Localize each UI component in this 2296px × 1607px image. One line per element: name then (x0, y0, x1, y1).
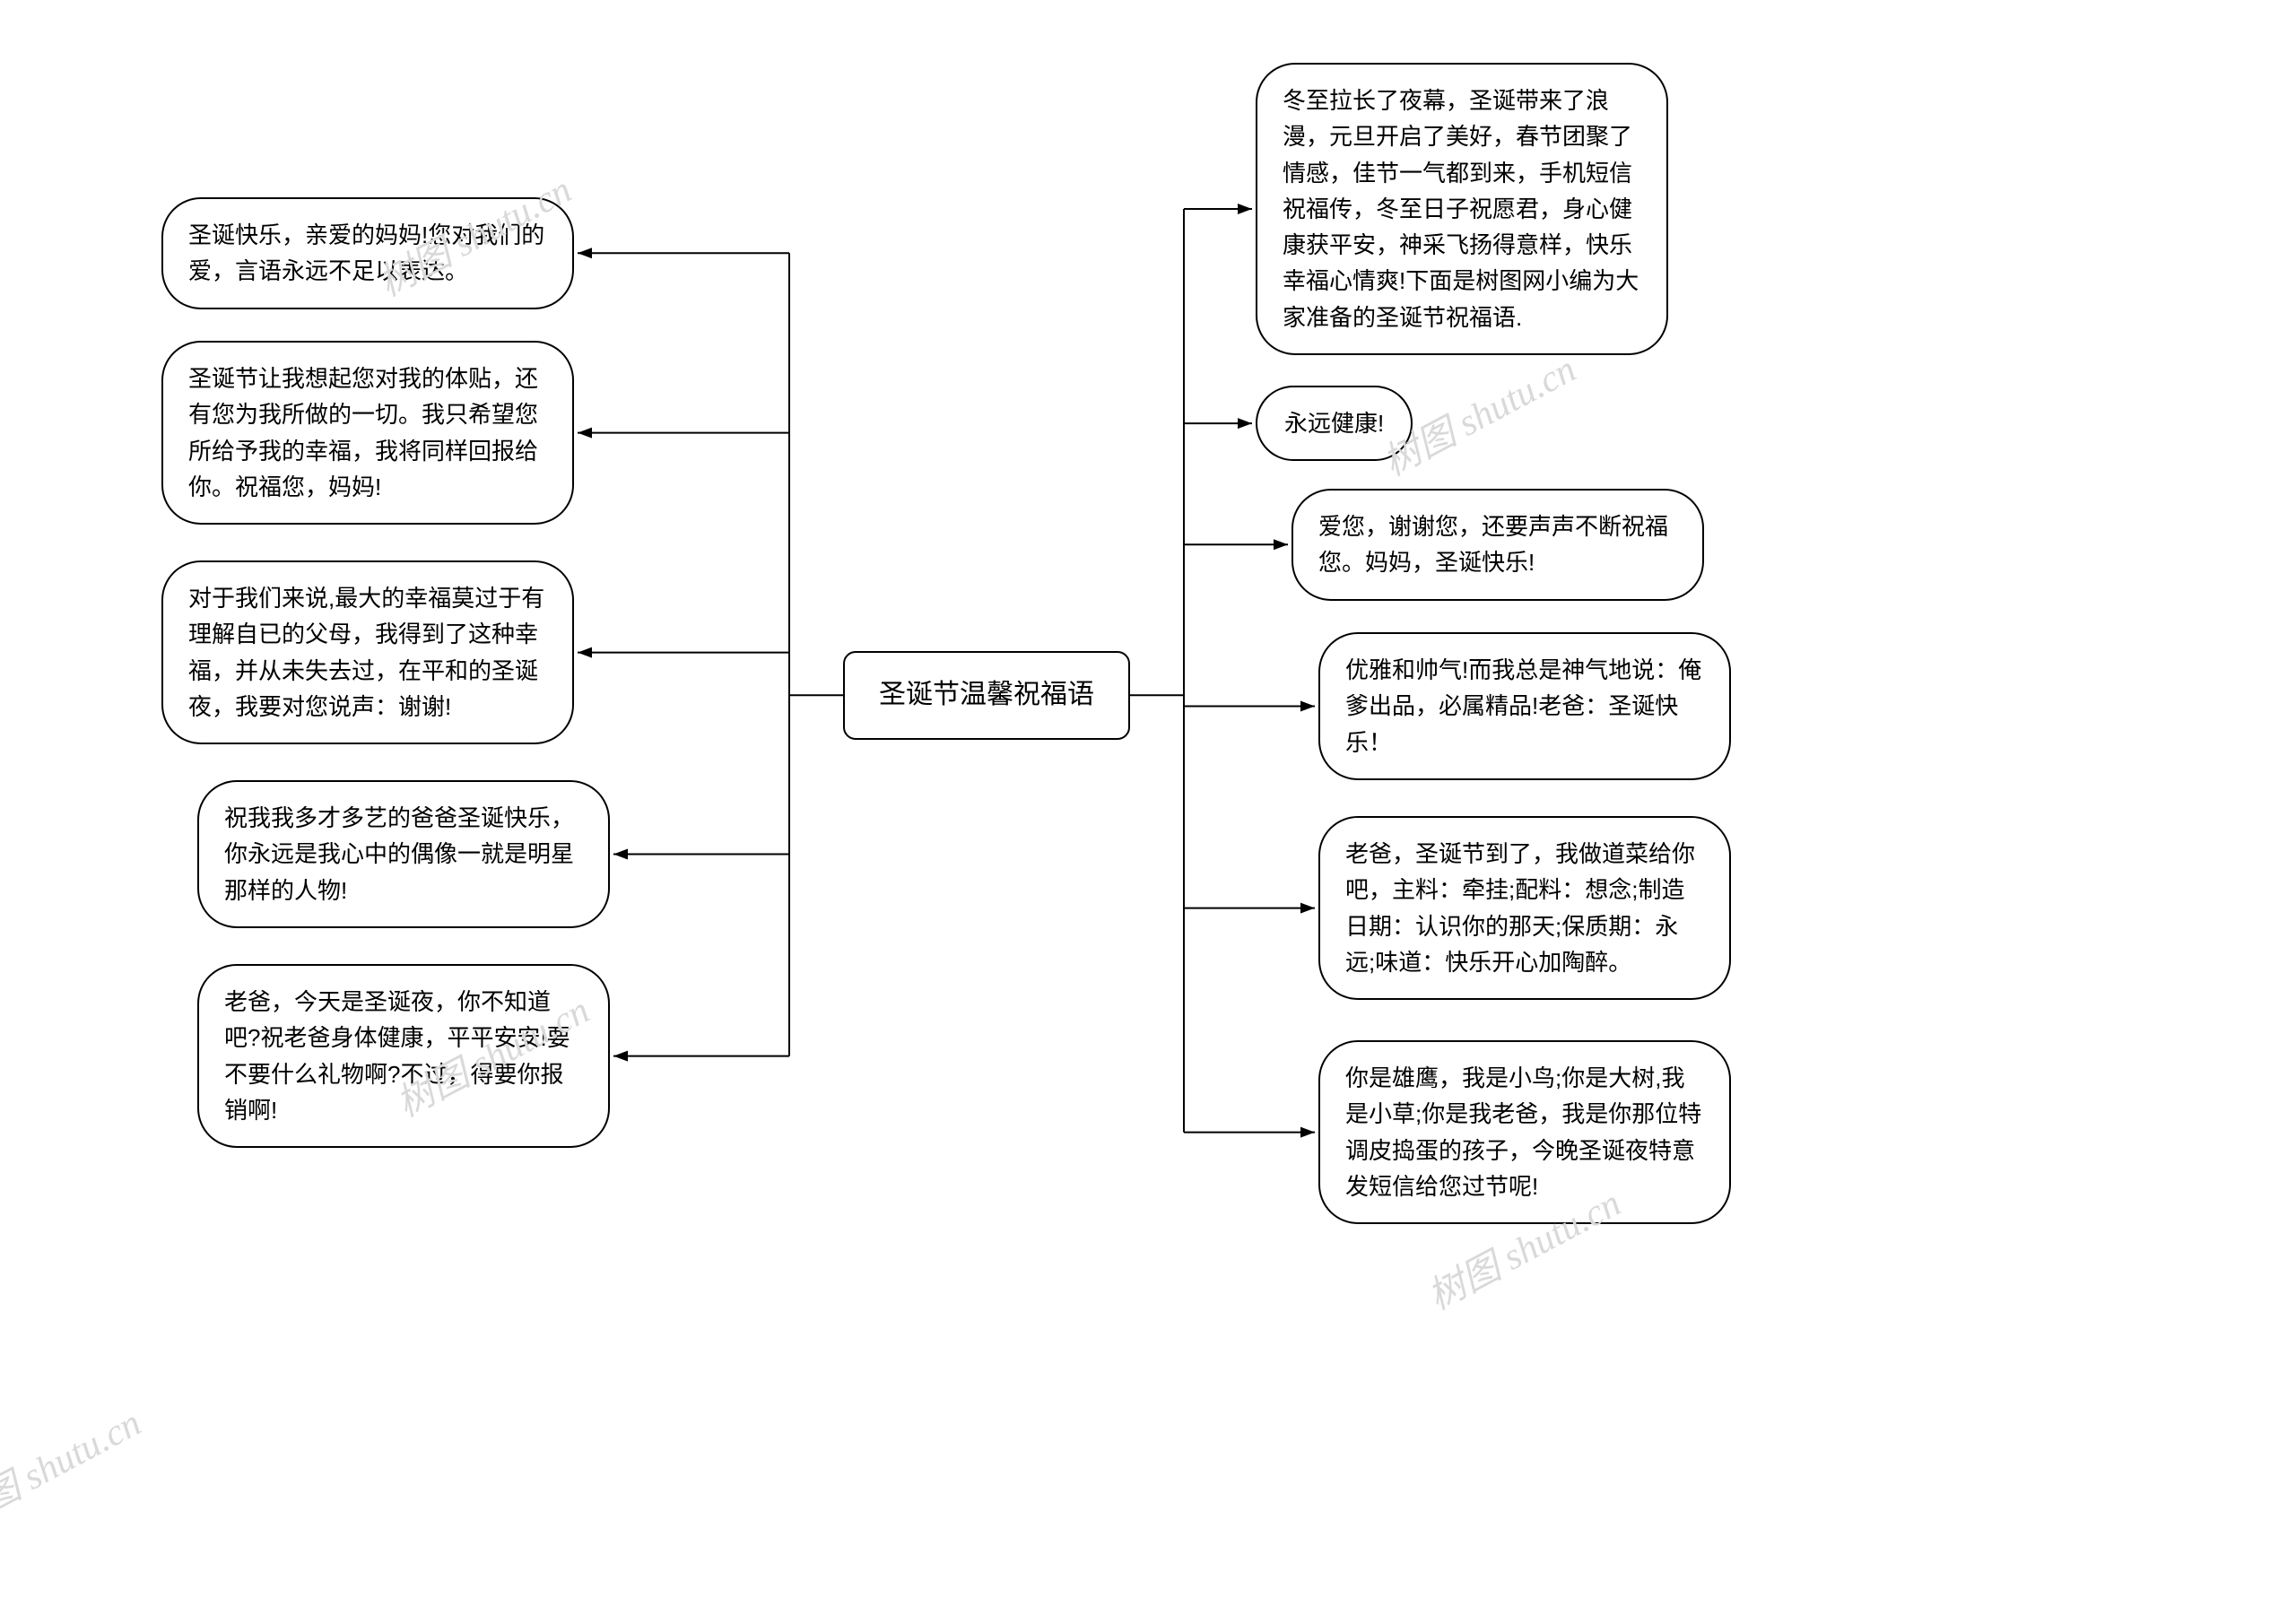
left-node-1: 圣诞节让我想起您对我的体贴，还有您为我所做的一切。我只希望您所给予我的幸福，我将… (161, 341, 574, 525)
mindmap-canvas: 圣诞节温馨祝福语 圣诞快乐，亲爱的妈妈!您对我们的爱，言语永远不足以表达。 圣诞… (0, 0, 2296, 1607)
left-node-0: 圣诞快乐，亲爱的妈妈!您对我们的爱，言语永远不足以表达。 (161, 197, 574, 309)
left-node-3: 祝我我多才多艺的爸爸圣诞快乐，你永远是我心中的偶像一就是明星那样的人物! (197, 780, 610, 928)
center-node: 圣诞节温馨祝福语 (843, 651, 1130, 740)
left-node-4: 老爸，今天是圣诞夜，你不知道吧?祝老爸身体健康，平平安安!要不要什么礼物啊?不过… (197, 964, 610, 1148)
left-node-2: 对于我们来说,最大的幸福莫过于有理解自已的父母，我得到了这种幸福，并从未失去过，… (161, 560, 574, 744)
right-node-1: 永远健康! (1256, 386, 1413, 461)
right-node-2: 爱您，谢谢您，还要声声不断祝福您。妈妈，圣诞快乐! (1292, 489, 1704, 601)
watermark-3: 树图 shutu.cn (0, 1393, 149, 1540)
right-node-3: 优雅和帅气!而我总是神气地说：俺爹出品，必属精品!老爸：圣诞快乐！ (1318, 632, 1731, 780)
right-node-0: 冬至拉长了夜幕，圣诞带来了浪漫，元旦开启了美好，春节团聚了情感，佳节一气都到来，… (1256, 63, 1668, 355)
right-node-4: 老爸，圣诞节到了，我做道菜给你吧，主料：牵挂;配料：想念;制造日期：认识你的那天… (1318, 816, 1731, 1000)
right-node-5: 你是雄鹰，我是小鸟;你是大树,我是小草;你是我老爸，我是你那位特调皮捣蛋的孩子，… (1318, 1040, 1731, 1224)
